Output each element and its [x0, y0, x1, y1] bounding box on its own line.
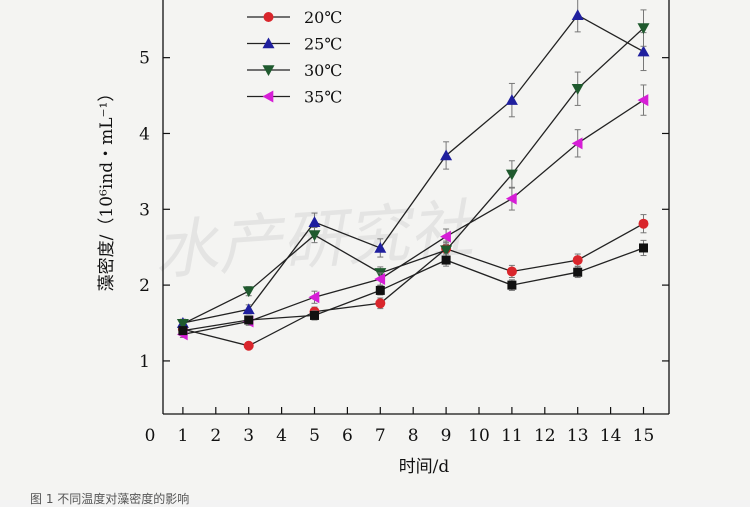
legend-marker	[262, 65, 275, 76]
data-point	[178, 326, 188, 336]
data-point	[375, 298, 386, 309]
x-tick-label: 4	[276, 426, 287, 446]
legend-label: 30℃	[304, 61, 342, 80]
data-point	[375, 285, 385, 295]
series-line	[182, 27, 644, 325]
data-point	[637, 23, 650, 35]
data-point	[374, 241, 387, 253]
x-tick-label: 3	[243, 426, 254, 446]
legend-label: 35℃	[304, 88, 342, 107]
legend-label: 20℃	[304, 8, 342, 27]
data-point	[571, 83, 584, 95]
data-point	[573, 267, 583, 277]
x-tick-label: 1	[177, 426, 188, 446]
x-tick-label: 13	[567, 426, 589, 446]
data-point	[440, 245, 453, 257]
x-tick-label: 2	[210, 426, 221, 446]
y-tick-label: 4	[139, 124, 150, 144]
data-point	[374, 273, 386, 286]
series-5	[178, 239, 648, 336]
figure-caption: 图 1 不同温度对藻密度的影响	[30, 492, 190, 506]
x-tick-label: 14	[600, 426, 622, 446]
y-axis-title: 藻密度/（10⁶ind・mL⁻¹）	[97, 85, 117, 292]
data-point	[637, 45, 650, 57]
data-point	[308, 216, 321, 227]
legend-label: 25℃	[304, 35, 342, 54]
legend-marker	[262, 90, 274, 103]
x-tick-label: 0	[145, 426, 156, 446]
data-point	[308, 291, 320, 304]
data-point	[242, 286, 255, 298]
data-point	[505, 192, 517, 205]
data-point	[637, 94, 649, 107]
data-point	[243, 340, 254, 351]
data-point	[176, 318, 189, 330]
data-point	[639, 243, 648, 253]
x-tick-label: 8	[408, 426, 419, 446]
legend-marker	[263, 12, 274, 22]
legend-entry: 35℃	[247, 88, 342, 107]
data-point	[507, 280, 517, 290]
y-tick-label: 5	[139, 49, 150, 69]
data-point	[571, 9, 584, 20]
data-point	[244, 315, 254, 325]
series-2	[176, 0, 650, 328]
x-tick-label: 11	[501, 426, 523, 446]
series-line	[182, 99, 644, 336]
data-point	[310, 310, 319, 320]
x-axis-title: 时间/d	[399, 457, 450, 477]
data-point	[505, 169, 518, 181]
x-tick-label: 10	[468, 426, 490, 446]
data-point	[638, 218, 649, 229]
legend-entry: 30℃	[247, 61, 342, 80]
x-tick-label: 5	[309, 426, 320, 446]
data-point	[506, 266, 517, 277]
series-3	[176, 9, 650, 330]
x-tick-label: 6	[342, 426, 353, 446]
y-tick-label: 2	[139, 276, 150, 296]
x-tick-label: 15	[633, 426, 655, 446]
series-line	[182, 247, 644, 332]
data-point	[505, 94, 518, 105]
legend-entry: 25℃	[247, 35, 342, 54]
series-line	[182, 223, 644, 347]
series-line	[182, 14, 644, 324]
x-tick-label: 12	[534, 426, 556, 446]
y-tick-label: 3	[139, 200, 150, 220]
legend-marker	[262, 37, 275, 49]
data-point	[242, 303, 255, 315]
watermark-text: 水产研究社	[151, 193, 480, 289]
data-point	[440, 230, 451, 243]
legend-entry: 20℃	[247, 8, 342, 27]
data-point	[571, 137, 583, 150]
x-tick-label: 9	[441, 426, 452, 446]
data-point	[441, 255, 451, 265]
data-point	[572, 255, 583, 266]
data-point	[440, 149, 453, 161]
y-tick-label: 1	[139, 352, 150, 372]
x-tick-label: 7	[375, 426, 386, 446]
data-point	[308, 230, 321, 242]
